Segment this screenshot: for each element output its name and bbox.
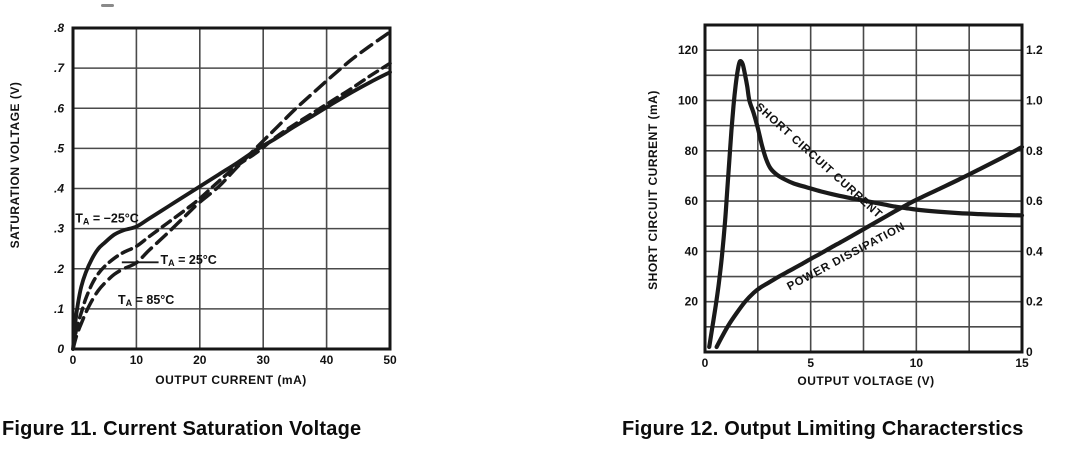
output-limiting-characteristics-chart: 0 5 10 15 20 40 60 80 100 120 0 0.2 0.4 0.6 0.8 1.0 1.2 O… xyxy=(646,23,1043,388)
annotations: TA = −25°C TA = 25°C TA = 85°C xyxy=(75,212,217,308)
label-ta-85c: TA = 85°C xyxy=(118,293,174,308)
svg-text:SHORT CIRCUIT CURRENT: SHORT CIRCUIT CURRENT xyxy=(753,101,885,221)
svg-text:TA = −25°C: TA = −25°C xyxy=(75,212,139,227)
current-saturation-voltage-chart: 0 10 20 30 40 50 0 .1 .2 .3 .4 .5 .6 .7 .8 OUTPUT CURRE… xyxy=(8,21,397,387)
y-tick-label: 20 xyxy=(685,295,699,309)
x-axis-title: OUTPUT VOLTAGE (V) xyxy=(797,374,934,388)
figure-12-caption: Figure 12. Output Limiting Characterstic… xyxy=(622,418,1024,440)
x-tick-label: 20 xyxy=(193,353,207,367)
svg-text:TA = 25°C: TA = 25°C xyxy=(160,253,216,268)
y-tick-label: .4 xyxy=(54,182,64,196)
label-power-dissipation: POWER DISSIPATION xyxy=(785,221,907,294)
y-axis-title: SATURATION VOLTAGE (V) xyxy=(8,82,22,249)
figure-12: 0 5 10 15 20 40 60 80 100 120 0 0.2 0.4 0.6 0.8 1.0 1.2 O… xyxy=(620,0,1080,453)
y-tick-label: 100 xyxy=(678,93,698,107)
series-ta-25c xyxy=(71,61,392,351)
y-axis-title: SHORT CIRCUIT CURRENT (mA) xyxy=(646,90,660,290)
scan-artifact xyxy=(101,4,114,7)
y-tick-label: .3 xyxy=(54,222,64,236)
plot-border xyxy=(71,26,392,351)
y-tick-label: .2 xyxy=(54,262,64,276)
series-power-dissipation xyxy=(714,144,1025,350)
y-tick-label: .1 xyxy=(54,302,64,316)
tick-labels: 0 10 20 30 40 50 0 .1 .2 .3 .4 .5 .6 .7 .8 xyxy=(54,21,397,367)
label-ta-25c: TA = 25°C xyxy=(160,253,216,268)
x-tick-label: 50 xyxy=(383,353,397,367)
y2-tick-label: 0.4 xyxy=(1026,244,1043,258)
y-tick-label: 120 xyxy=(678,43,698,57)
series-ta-85c xyxy=(71,30,392,351)
x-tick-label: 0 xyxy=(702,356,709,370)
y-tick-label: .7 xyxy=(54,61,65,75)
y2-tick-label: 0.8 xyxy=(1026,144,1043,158)
y-tick-label: 80 xyxy=(685,144,699,158)
plot-border xyxy=(703,23,1024,354)
figure-11: 0 10 20 30 40 50 0 .1 .2 .3 .4 .5 .6 .7 .8 OUTPUT CURRE… xyxy=(0,0,440,453)
y-tick-label: 40 xyxy=(685,244,699,258)
y-tick-label: .6 xyxy=(54,101,64,115)
label-short-circuit-current: SHORT CIRCUIT CURRENT xyxy=(753,101,885,221)
x-tick-label: 30 xyxy=(257,353,271,367)
y2-tick-label: 1.0 xyxy=(1026,93,1043,107)
x-tick-label: 40 xyxy=(320,353,334,367)
label-ta-minus-25c: TA = −25°C xyxy=(75,212,139,227)
x-axis-title: OUTPUT CURRENT (mA) xyxy=(155,373,307,387)
y-tick-label: .8 xyxy=(54,21,64,35)
series-ta-minus-25c xyxy=(71,70,392,351)
y-tick-label: 0 xyxy=(57,342,64,356)
grid xyxy=(704,24,1023,353)
x-tick-label: 15 xyxy=(1015,356,1029,370)
series-group xyxy=(707,59,1025,350)
x-tick-label: 5 xyxy=(807,356,814,370)
y2-tick-label: 0.2 xyxy=(1026,295,1043,309)
series-group xyxy=(71,30,392,351)
tick-labels: 0 5 10 15 20 40 60 80 100 120 0 0.2 0.4 0.6 0.8 1.0 1.2 xyxy=(678,43,1043,370)
x-tick-label: 10 xyxy=(910,356,924,370)
y2-tick-label: 0.6 xyxy=(1026,194,1043,208)
figure-11-caption: Figure 11. Current Saturation Voltage xyxy=(2,418,362,440)
svg-text:TA = 85°C: TA = 85°C xyxy=(118,293,174,308)
y-tick-label: 60 xyxy=(685,194,699,208)
svg-text:POWER DISSIPATION: POWER DISSIPATION xyxy=(785,221,907,294)
y-tick-label: .5 xyxy=(54,141,64,155)
x-tick-label: 10 xyxy=(130,353,144,367)
y2-tick-label: 0 xyxy=(1026,345,1033,359)
x-tick-label: 0 xyxy=(70,353,77,367)
y2-tick-label: 1.2 xyxy=(1026,43,1043,57)
